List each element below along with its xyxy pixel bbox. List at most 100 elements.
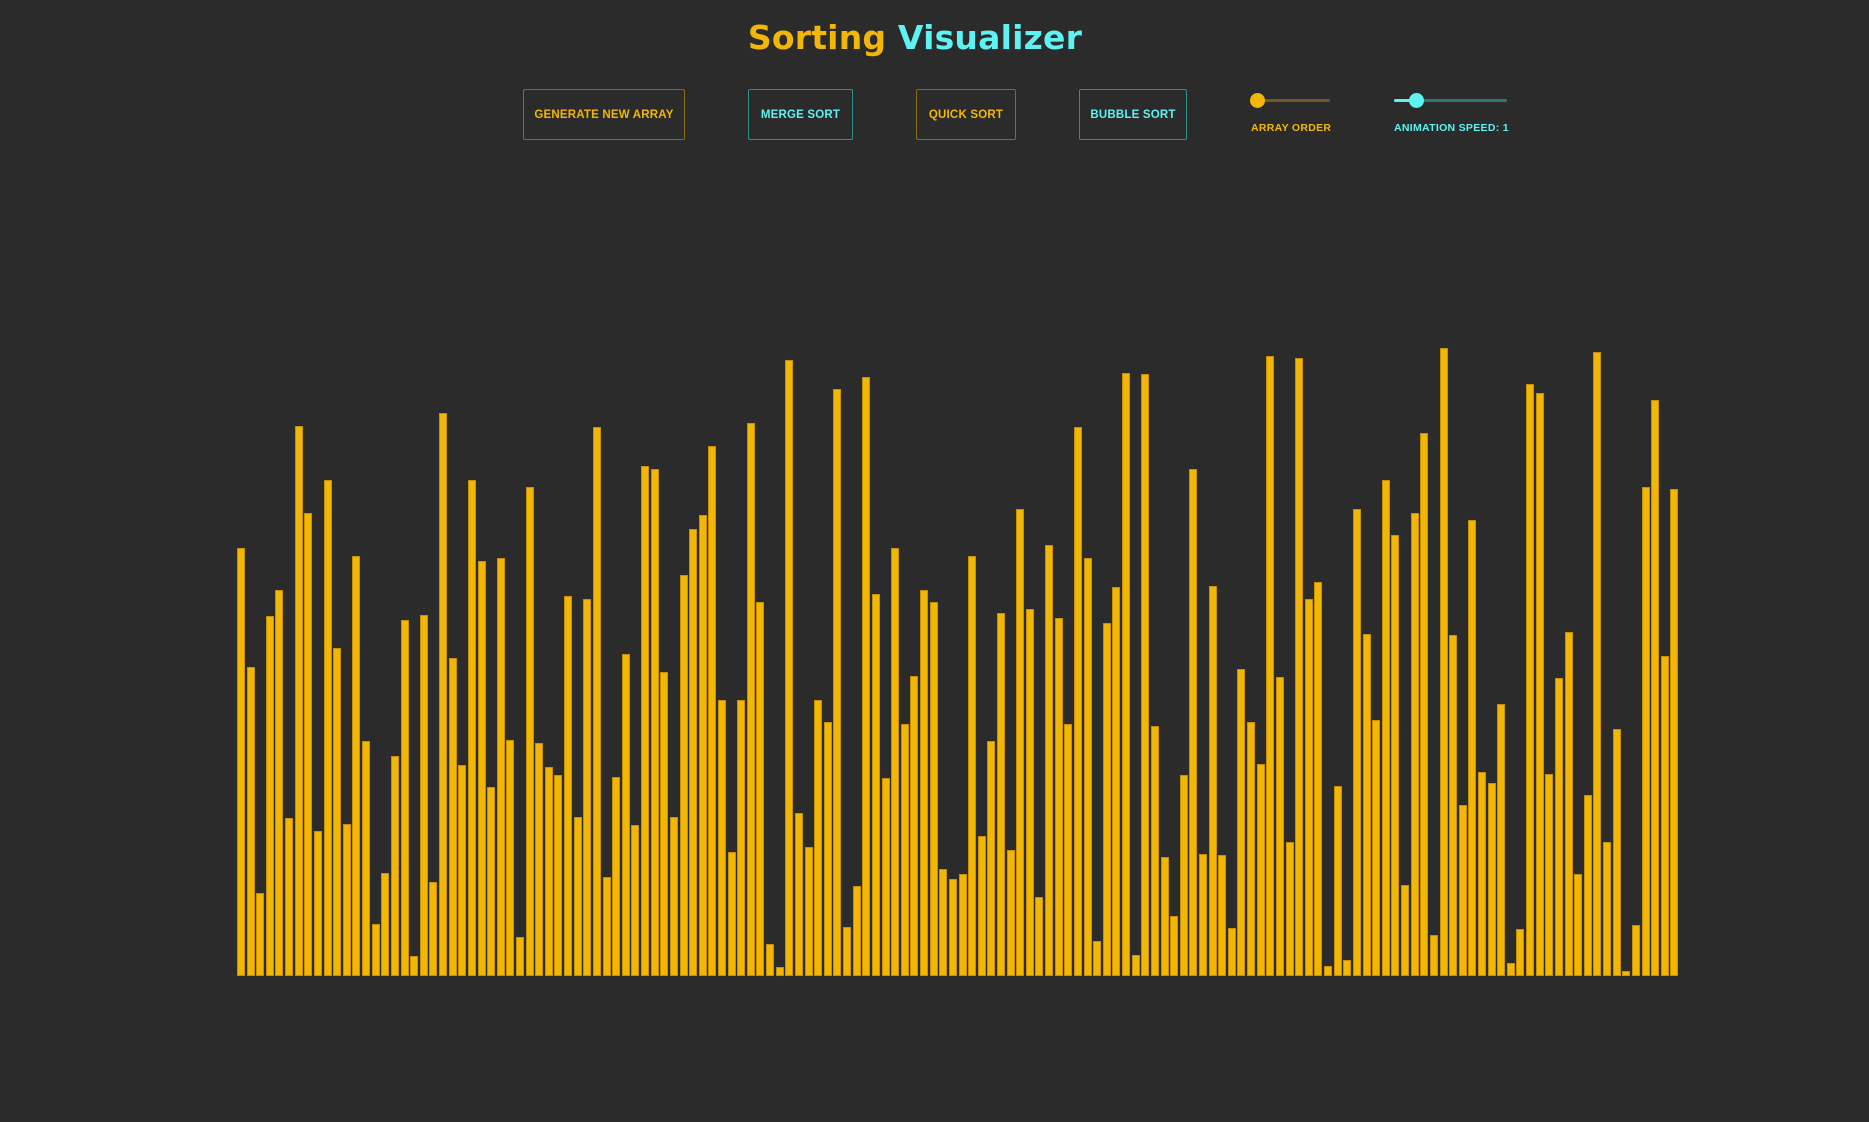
array-bar — [1526, 383, 1535, 976]
array-bar — [1112, 587, 1121, 976]
array-bar — [1439, 348, 1448, 976]
title-word-visualizer: Visualizer — [897, 18, 1083, 57]
array-bar — [1131, 954, 1140, 976]
array-bar — [679, 575, 688, 976]
array-bar — [1468, 519, 1477, 976]
array-bar — [1612, 729, 1621, 976]
animation-speed-track — [1394, 99, 1507, 102]
array-bar — [689, 528, 698, 976]
animation-speed-label: ANIMATION SPEED: 1 — [1394, 122, 1509, 134]
array-bar — [1025, 608, 1034, 976]
array-bar — [506, 740, 515, 976]
array-bar — [1141, 373, 1150, 976]
array-order-thumb[interactable] — [1249, 93, 1265, 108]
array-bar — [1381, 480, 1390, 976]
array-bar — [1429, 935, 1438, 976]
array-bar — [554, 775, 563, 976]
array-bar — [1227, 928, 1236, 976]
array-bar — [958, 874, 967, 976]
array-bar — [313, 831, 322, 976]
array-bar — [1593, 351, 1602, 976]
array-bar — [564, 596, 573, 976]
array-bar — [794, 813, 803, 976]
generate-new-array-button[interactable]: GENERATE NEW ARRAY — [523, 89, 685, 140]
array-bar — [1295, 357, 1304, 976]
title-word-sorting: Sorting — [747, 18, 887, 57]
page-title: Sorting Visualizer — [0, 18, 1830, 57]
array-bar — [1314, 582, 1323, 976]
array-bar — [929, 602, 938, 976]
array-bar — [1603, 841, 1612, 976]
merge-sort-button[interactable]: MERGE SORT — [748, 89, 853, 140]
array-bar — [900, 723, 909, 976]
array-bar — [371, 923, 380, 976]
animation-speed-slider[interactable] — [1394, 92, 1507, 108]
array-bar — [775, 967, 784, 976]
array-bar — [708, 446, 717, 976]
array-bar — [583, 599, 592, 976]
array-bar — [1545, 773, 1554, 976]
array-bar — [785, 359, 794, 976]
array-bar — [833, 388, 842, 976]
array-bar — [275, 590, 284, 976]
array-bar — [621, 654, 630, 976]
array-bar — [246, 666, 255, 976]
array-bar — [381, 873, 390, 976]
array-bar — [766, 943, 775, 976]
array-bar — [881, 777, 890, 976]
array-bar — [641, 465, 650, 976]
array-bar — [756, 601, 765, 976]
array-bar — [294, 425, 303, 976]
array-bar — [669, 816, 678, 976]
array-bar — [515, 936, 524, 976]
array-bar — [1170, 916, 1179, 976]
array-bar — [1199, 853, 1207, 976]
array-bar — [1372, 719, 1381, 976]
array-bar — [1410, 512, 1419, 976]
array-bar — [352, 556, 361, 976]
array-bar — [487, 787, 496, 976]
array-bar — [862, 376, 871, 976]
array-bar — [698, 515, 707, 976]
array-bar — [1583, 795, 1592, 976]
animation-speed-fill — [1394, 99, 1417, 102]
array-bar — [265, 615, 274, 976]
array-bar — [448, 657, 457, 976]
array-bar — [910, 675, 919, 976]
array-bar — [1016, 509, 1025, 976]
array-bar — [1275, 677, 1284, 976]
array-bar — [746, 422, 755, 976]
array-bar — [1622, 970, 1631, 976]
array-bar — [323, 480, 332, 976]
array-bar — [592, 426, 601, 976]
array-bar — [1247, 722, 1256, 976]
array-order-slider[interactable] — [1249, 92, 1330, 108]
array-bar — [718, 699, 726, 976]
array-bar — [1660, 656, 1669, 976]
array-bar — [1102, 623, 1111, 976]
array-bar — [660, 671, 669, 976]
array-bar — [1535, 392, 1544, 976]
array-bar — [1564, 632, 1573, 976]
array-bar — [429, 881, 438, 976]
array-bar — [1449, 634, 1458, 976]
bubble-sort-button[interactable]: BUBBLE SORT — [1079, 89, 1187, 140]
animation-speed-thumb[interactable] — [1409, 93, 1425, 108]
array-bar — [1670, 489, 1679, 976]
array-bar — [1401, 884, 1410, 976]
array-bar — [1179, 775, 1188, 976]
array-bar — [237, 548, 245, 976]
quick-sort-button[interactable]: QUICK SORT — [916, 89, 1016, 140]
array-bar — [1420, 433, 1429, 976]
array-bar — [439, 413, 448, 976]
array-bar — [1391, 535, 1400, 976]
array-bars-chart — [237, 170, 1679, 976]
array-bar — [1064, 724, 1073, 976]
array-bar — [1006, 850, 1015, 976]
array-bar — [612, 776, 621, 976]
array-bar — [1324, 966, 1333, 976]
array-bar — [362, 741, 371, 976]
array-bar — [1054, 618, 1063, 976]
array-bar — [1641, 486, 1650, 976]
array-bar — [1266, 356, 1275, 976]
